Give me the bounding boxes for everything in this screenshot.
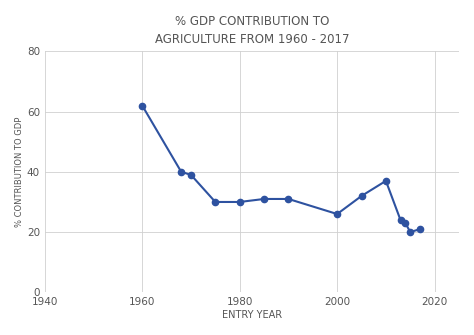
Title: % GDP CONTRIBUTION TO
AGRICULTURE FROM 1960 - 2017: % GDP CONTRIBUTION TO AGRICULTURE FROM 1… [155,15,349,46]
X-axis label: ENTRY YEAR: ENTRY YEAR [222,310,282,320]
Y-axis label: % CONTRIBUTION TO GDP: % CONTRIBUTION TO GDP [15,117,24,227]
